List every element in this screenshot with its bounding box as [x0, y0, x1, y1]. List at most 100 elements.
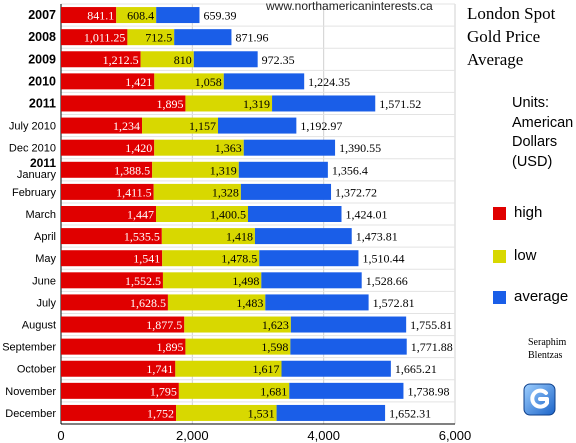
bar-segment-low [153, 183, 241, 200]
data-label-high: 1,541 [133, 252, 160, 266]
category-label: 2010 [28, 74, 56, 88]
category-label: August [22, 320, 56, 332]
category-label: October [17, 364, 56, 376]
bar-segment-average [290, 338, 407, 355]
data-label-average: 1,771.88 [411, 340, 453, 354]
bar-segment-low [116, 7, 157, 24]
data-label-average: 1,224.35 [308, 75, 350, 89]
bar-segment-average [240, 183, 332, 200]
data-label-high: 1,741 [146, 362, 173, 376]
data-label-high: 1,388.5 [114, 163, 150, 177]
category-label: 2011 [29, 96, 56, 110]
data-label-low: 1,598 [261, 340, 288, 354]
x-tick-label: 0 [57, 428, 64, 443]
bar-segment-low [154, 73, 224, 90]
g-logo-icon [523, 383, 556, 416]
data-label-high: 1,011.25 [84, 31, 126, 45]
data-label-average: 1,652.31 [389, 406, 431, 420]
legend-label-low: low [514, 247, 537, 264]
category-label: November [5, 386, 56, 398]
legend-swatch-high [493, 207, 506, 220]
category-label: 2009 [28, 52, 56, 66]
bar-segment-average [290, 316, 407, 333]
category-label: July [36, 297, 56, 309]
units-line: Units: [512, 95, 550, 111]
data-label-low: 1,319 [243, 97, 270, 111]
data-label-average: 1,192.97 [300, 119, 342, 133]
units-line: American [512, 114, 574, 131]
data-label-high: 1,234 [113, 119, 140, 133]
data-label-low: 810 [174, 53, 192, 67]
data-label-high: 841.1 [87, 9, 114, 23]
data-label-low: 1,623 [262, 318, 289, 332]
data-label-low: 1,617 [253, 362, 280, 376]
data-label-low: 1,681 [260, 384, 287, 398]
bar-segment-high [61, 250, 163, 267]
category-label: March [25, 209, 56, 221]
title-line: Gold Price [467, 27, 541, 46]
data-label-average: 1,424.01 [345, 208, 387, 222]
bar-segment-high [61, 316, 185, 333]
category-label: Dec 2010 [9, 143, 56, 155]
bar-segment-low [142, 117, 219, 134]
data-label-average: 972.35 [262, 53, 295, 67]
bar-segment-average [156, 7, 200, 24]
bar-segment-low [162, 272, 262, 289]
data-label-average: 1,528.66 [366, 274, 408, 288]
bar-segment-high [61, 139, 155, 156]
category-label: July 2010 [9, 121, 56, 133]
bar-segment-average [259, 250, 359, 267]
bar-segment-high [61, 117, 143, 134]
legend-swatch-average [493, 291, 506, 304]
bar-segment-low [178, 382, 290, 399]
category-label: June [32, 275, 56, 287]
category-label: 2008 [28, 30, 56, 44]
bar-segment-average [254, 228, 352, 245]
category-label: December [5, 408, 56, 420]
data-label-average: 1,510.44 [362, 252, 404, 266]
bar-segment-average [276, 404, 386, 421]
data-label-low: 1,478.5 [221, 252, 257, 266]
x-tick-label: 6,000 [439, 428, 472, 443]
data-label-low: 1,498 [232, 274, 259, 288]
x-tick-label: 4,000 [307, 428, 340, 443]
data-label-high: 1,877.5 [146, 318, 182, 332]
bar-segment-average [174, 29, 232, 46]
title-line: London Spot [467, 4, 556, 23]
bar-segment-high [61, 272, 163, 289]
legend-label-high: high [514, 204, 543, 221]
bar-segment-average [289, 382, 404, 399]
bar-segment-low [156, 206, 248, 222]
data-label-average: 1,473.81 [356, 230, 398, 244]
author-line: Seraphim [528, 337, 567, 348]
bar-segment-high [61, 7, 117, 24]
bar-segment-low [167, 294, 266, 311]
data-label-high: 1,552.5 [125, 274, 161, 288]
legend-swatch-low [493, 250, 506, 263]
author-line: Blentzas [528, 350, 563, 361]
data-label-low: 608.4 [127, 9, 154, 23]
data-label-average: 659.39 [203, 9, 236, 23]
bar-segment-high [61, 382, 179, 399]
category-label: February [12, 187, 57, 199]
data-label-low: 1,157 [189, 119, 216, 133]
data-label-low: 1,531 [248, 406, 275, 420]
bar-segment-low [185, 95, 273, 112]
bar-segment-low [154, 139, 244, 156]
category-label: April [34, 231, 56, 243]
bar-segment-average [193, 51, 258, 68]
bar-segment-high [61, 29, 128, 46]
data-label-high: 1,420 [125, 141, 152, 155]
data-label-high: 1,411.5 [116, 185, 152, 199]
bar-segment-average [247, 206, 342, 222]
category-label: May [35, 253, 56, 265]
data-label-low: 1,328 [212, 185, 239, 199]
category-label-year: 2011 [30, 156, 56, 170]
units-note: Units: American Dollars (USD) [512, 94, 576, 172]
bar-segment-low [140, 51, 194, 68]
bar-segment-high [61, 161, 153, 178]
bar-segment-average [238, 161, 328, 178]
bar-segment-low [127, 29, 175, 46]
data-label-low: 1,400.5 [210, 208, 246, 222]
